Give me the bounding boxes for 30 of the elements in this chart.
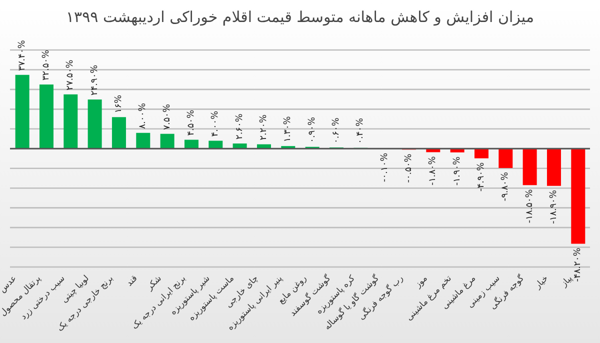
- data-label: ۲۷.۵۰%: [66, 59, 76, 90]
- data-label: ۰.۴۰%: [356, 117, 366, 144]
- data-label: ۴.۰۰%: [210, 110, 221, 137]
- data-label: ۴.۵۰%: [186, 109, 196, 136]
- x-tick-label: پیاز: [558, 273, 576, 290]
- data-label: ۷.۵۰%: [162, 103, 172, 130]
- data-label: -۱.۹۰%: [452, 156, 462, 186]
- data-label: ۰.۹۰%: [307, 116, 318, 143]
- data-label: ۱.۳۰%: [283, 116, 294, 142]
- data-label: ۳۷.۴۰%: [17, 40, 28, 71]
- x-tick-label: موز: [412, 274, 430, 291]
- data-label: ۸.۰۰%: [138, 102, 148, 129]
- data-label: -۴۸.۲۰%: [573, 247, 584, 282]
- x-tick-label: قند: [124, 274, 140, 289]
- chart-title: میزان افزایش و کاهش ماهانه متوسط قیمت اقلام خوراکی اردیبهشت ۱۳۹۹: [65, 8, 535, 26]
- data-label: ۰.۶۰%: [331, 117, 342, 144]
- data-label: ۲.۲۰%: [258, 114, 269, 140]
- data-label: -۱۸.۵۰%: [524, 188, 535, 224]
- data-label: ۲.۶۰%: [234, 113, 245, 140]
- data-label: -۰.۱۰%: [380, 152, 390, 182]
- data-label: ۳۲.۵۰%: [41, 49, 52, 81]
- x-tick-label: خیار: [532, 274, 551, 292]
- data-label: -۴.۹۰%: [476, 162, 486, 192]
- data-label: -۰.۵۰%: [404, 153, 414, 183]
- data-label: -۱.۸۰%: [428, 156, 438, 186]
- data-label: -۹.۸۰%: [500, 172, 511, 202]
- data-label: ۱۶%: [114, 94, 124, 114]
- x-tick-label: عدس: [0, 274, 19, 295]
- data-label: -۱۸.۹۰%: [548, 189, 559, 224]
- data-label: ۲۴.۹۰%: [90, 64, 100, 96]
